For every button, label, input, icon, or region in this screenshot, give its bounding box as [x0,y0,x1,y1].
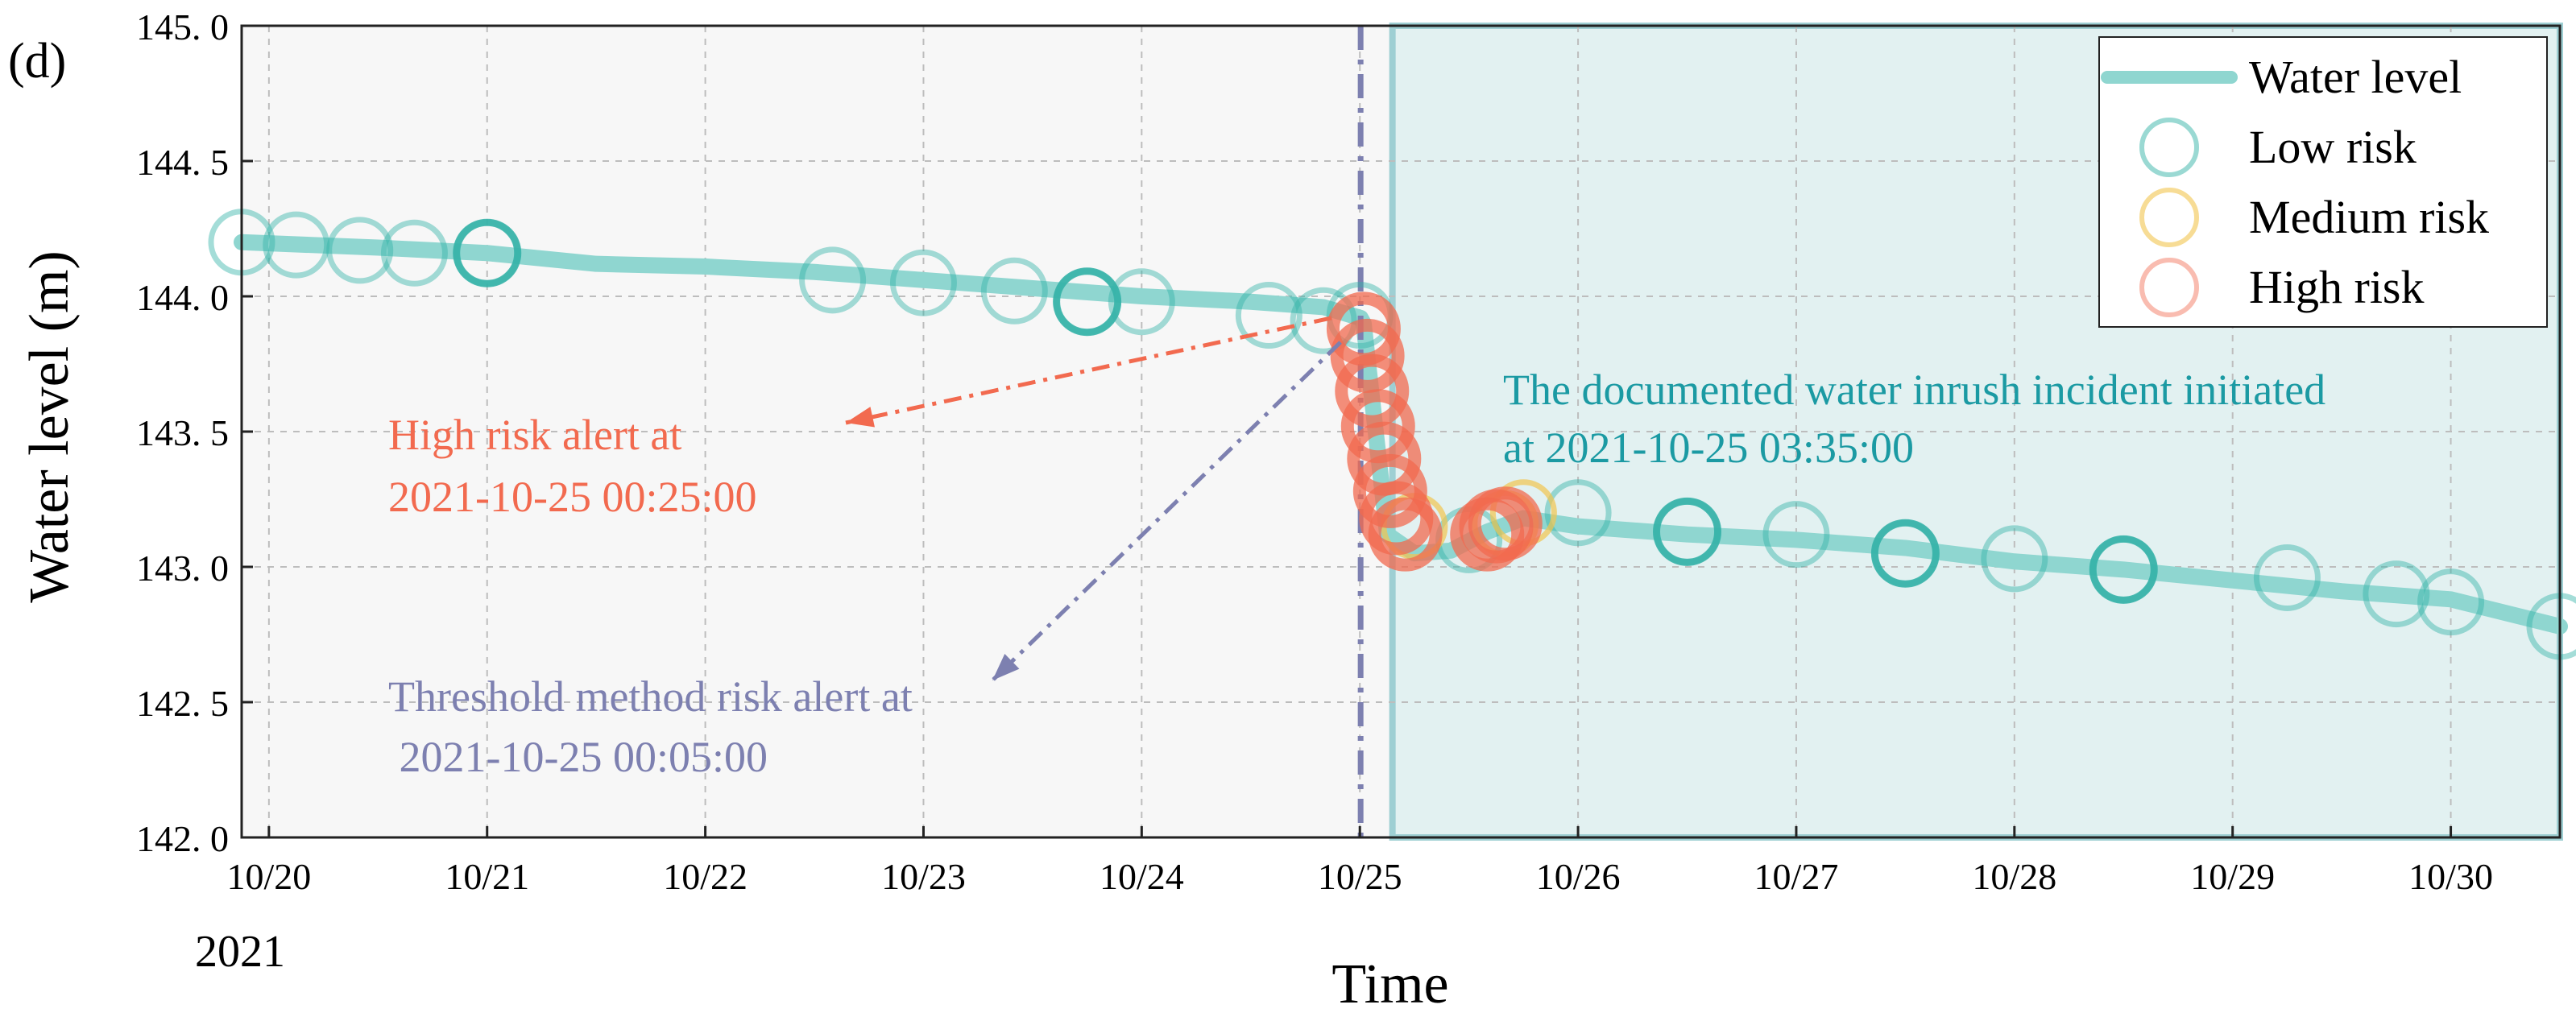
y-tick-label: 143. 0 [136,548,229,589]
low-risk-marker [1290,287,1357,354]
low-risk-marker [1108,268,1175,336]
low-risk-marker [980,257,1048,325]
x-tick-label: 10/24 [1100,856,1184,897]
y-axis-label: Water level (m) [19,250,81,602]
x-tick-label: 10/23 [881,856,966,897]
low-risk-marker [2363,560,2430,628]
threshold-alert-text: Threshold method risk alert at [388,672,913,721]
x-tick-label: 10/25 [1318,856,1402,897]
legend: Water level Low risk Medium risk High ri… [2098,36,2548,328]
incident-time: at 2021-10-25 03:35:00 [1503,424,1914,472]
high-risk-alert-text: High risk alert at [388,411,681,459]
low-risk-marker [1762,501,1830,568]
high-risk-marker [1368,497,1443,572]
y-tick-label: 143. 5 [136,412,229,453]
high-risk-marker [1468,486,1543,561]
alert-arrows [845,316,1342,682]
high-risk-alert-arrow [845,316,1332,425]
low-risk-marker [2253,544,2321,611]
low-risk-marker [1235,282,1302,349]
threshold-alert-arrow-head [992,653,1020,680]
x-tick-label: 10/26 [1536,856,1621,897]
legend-high-risk-label: High risk [2249,261,2425,313]
high-risk-alert-arrow-head [846,407,875,428]
x-tick-label: 10/29 [2190,856,2275,897]
panel-label: (d) [8,34,66,89]
low-risk-marker [889,249,957,316]
x-tick-label: 10/30 [2408,856,2493,897]
low-risk-marker [1053,267,1122,337]
y-tick-label: 142. 5 [136,683,229,724]
low-risk-marker [1653,497,1722,566]
threshold-alert-arrow [991,341,1342,682]
low-risk-marker [453,218,522,287]
year-label: 2021 [195,927,285,977]
low-risk-marker [799,246,867,314]
x-axis-ticks: 10/20 10/21 10/22 10/23 10/24 10/25 10/26 10/27… [226,826,2493,897]
x-tick-label: 10/21 [445,856,529,897]
legend-box [2098,36,2548,328]
y-axis-ticks: 145. 0 144. 5 144. 0 143. 5 143. 0 142. 5 142.… [136,6,253,859]
high-risk-alert-time: 2021-10-25 00:25:00 [388,473,756,521]
x-axis-label: Time [1331,953,1448,1015]
legend-water-level-label: Water level [2249,51,2462,103]
high-risk-marker [1335,353,1410,428]
high-risk-marker [1330,318,1405,393]
low-risk-marker [1870,519,1940,588]
x-tick-label: 10/20 [226,856,311,897]
incident-text: The documented water inrush incident ini… [1503,366,2325,414]
legend-low-risk-symbol [2139,118,2199,177]
legend-low-risk-label: Low risk [2249,121,2417,173]
x-tick-label: 10/27 [1754,856,1839,897]
x-tick-label: 10/22 [663,856,748,897]
low-risk-marker [380,219,448,287]
y-tick-label: 142. 0 [136,818,229,859]
threshold-alert-time: 2021-10-25 00:05:00 [388,733,768,781]
x-tick-label: 10/28 [1972,856,2056,897]
low-risk-marker [326,217,394,284]
legend-medium-risk-label: Medium risk [2249,191,2489,243]
y-tick-label: 144. 0 [136,277,229,318]
legend-high-risk-symbol [2139,258,2199,317]
low-risk-marker [1981,525,2048,593]
low-risk-marker [2417,568,2485,636]
y-tick-label: 145. 0 [136,6,229,48]
low-risk-marker [263,211,330,279]
low-risk-marker [2089,535,2158,604]
series-layer [208,26,2576,837]
y-tick-label: 144. 5 [136,142,229,183]
legend-medium-risk-symbol [2139,188,2199,247]
low-risk-marker [1544,479,1612,547]
